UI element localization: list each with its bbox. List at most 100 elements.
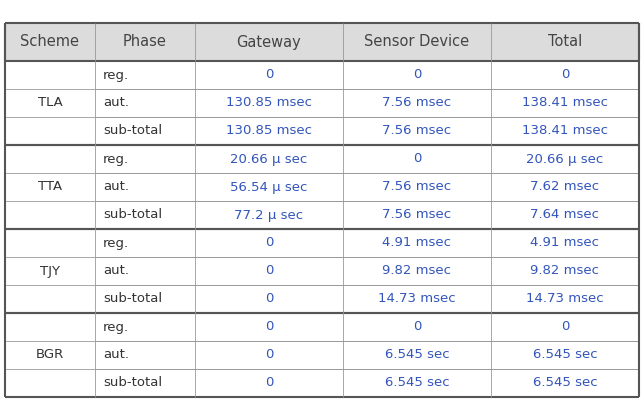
Text: 9.82 msec: 9.82 msec — [531, 265, 600, 278]
Bar — [491, 341, 639, 369]
Text: 20.66 μ sec: 20.66 μ sec — [231, 152, 308, 166]
Bar — [491, 173, 639, 201]
Bar — [95, 201, 195, 229]
Text: 0: 0 — [265, 349, 273, 362]
Text: 0: 0 — [265, 69, 273, 82]
Bar — [491, 313, 639, 341]
Bar — [343, 117, 491, 145]
Bar — [491, 201, 639, 229]
Text: 6.545 sec: 6.545 sec — [533, 349, 598, 362]
Bar — [343, 257, 491, 285]
Text: 0: 0 — [413, 69, 421, 82]
Bar — [491, 61, 639, 89]
Text: 7.56 msec: 7.56 msec — [383, 97, 451, 109]
Text: TJY: TJY — [40, 265, 60, 278]
Bar — [95, 229, 195, 257]
Bar — [343, 89, 491, 117]
Text: 138.41 msec: 138.41 msec — [522, 124, 608, 137]
Bar — [343, 61, 491, 89]
Text: 7.56 msec: 7.56 msec — [383, 208, 451, 221]
Bar — [343, 173, 491, 201]
Bar — [5, 61, 95, 145]
Bar — [95, 369, 195, 397]
Bar — [343, 341, 491, 369]
Bar — [95, 89, 195, 117]
Bar — [95, 313, 195, 341]
Bar — [343, 229, 491, 257]
Bar — [491, 285, 639, 313]
Bar — [195, 23, 343, 61]
Bar — [195, 201, 343, 229]
Text: sub-total: sub-total — [103, 377, 162, 389]
Bar — [95, 23, 195, 61]
Text: 0: 0 — [413, 320, 421, 333]
Text: 6.545 sec: 6.545 sec — [384, 349, 450, 362]
Bar — [95, 257, 195, 285]
Bar — [5, 23, 95, 61]
Bar — [95, 145, 195, 173]
Text: TLA: TLA — [37, 97, 62, 109]
Text: 0: 0 — [561, 69, 569, 82]
Text: 0: 0 — [265, 320, 273, 333]
Text: Total: Total — [548, 34, 582, 50]
Text: 9.82 msec: 9.82 msec — [383, 265, 451, 278]
Text: 0: 0 — [265, 377, 273, 389]
Bar — [195, 145, 343, 173]
Text: 4.91 msec: 4.91 msec — [531, 236, 600, 250]
Text: 6.545 sec: 6.545 sec — [533, 377, 598, 389]
Text: 20.66 μ sec: 20.66 μ sec — [526, 152, 603, 166]
Bar — [195, 285, 343, 313]
Text: 0: 0 — [265, 265, 273, 278]
Bar — [195, 313, 343, 341]
Bar — [343, 313, 491, 341]
Bar — [343, 369, 491, 397]
Text: reg.: reg. — [103, 236, 129, 250]
Bar — [195, 117, 343, 145]
Bar — [195, 89, 343, 117]
Text: Gateway: Gateway — [236, 34, 301, 50]
Text: 14.73 msec: 14.73 msec — [526, 292, 604, 305]
Text: 7.56 msec: 7.56 msec — [383, 124, 451, 137]
Bar — [195, 369, 343, 397]
Text: 0: 0 — [265, 236, 273, 250]
Bar — [343, 145, 491, 173]
Text: 7.64 msec: 7.64 msec — [531, 208, 600, 221]
Bar — [343, 285, 491, 313]
Text: 0: 0 — [265, 292, 273, 305]
Text: 56.54 μ sec: 56.54 μ sec — [231, 181, 308, 194]
Text: aut.: aut. — [103, 265, 129, 278]
Text: 138.41 msec: 138.41 msec — [522, 97, 608, 109]
Bar — [195, 61, 343, 89]
Bar — [491, 117, 639, 145]
Bar — [95, 61, 195, 89]
Text: Sensor Device: Sensor Device — [365, 34, 469, 50]
Bar — [5, 145, 95, 229]
Bar — [343, 23, 491, 61]
Text: BGR: BGR — [36, 349, 64, 362]
Text: sub-total: sub-total — [103, 208, 162, 221]
Bar — [5, 313, 95, 397]
Text: 7.56 msec: 7.56 msec — [383, 181, 451, 194]
Text: 14.73 msec: 14.73 msec — [378, 292, 456, 305]
Bar — [95, 117, 195, 145]
Bar — [95, 173, 195, 201]
Text: 0: 0 — [561, 320, 569, 333]
Text: sub-total: sub-total — [103, 292, 162, 305]
Bar — [491, 257, 639, 285]
Bar — [195, 257, 343, 285]
Text: reg.: reg. — [103, 69, 129, 82]
Text: reg.: reg. — [103, 152, 129, 166]
Text: aut.: aut. — [103, 181, 129, 194]
Bar — [5, 229, 95, 313]
Text: Phase: Phase — [123, 34, 167, 50]
Text: Scheme: Scheme — [21, 34, 79, 50]
Bar — [195, 341, 343, 369]
Bar — [491, 89, 639, 117]
Text: 7.62 msec: 7.62 msec — [531, 181, 600, 194]
Bar — [95, 285, 195, 313]
Text: TTA: TTA — [38, 181, 62, 194]
Text: aut.: aut. — [103, 97, 129, 109]
Text: 130.85 msec: 130.85 msec — [226, 124, 312, 137]
Bar — [491, 23, 639, 61]
Bar — [491, 145, 639, 173]
